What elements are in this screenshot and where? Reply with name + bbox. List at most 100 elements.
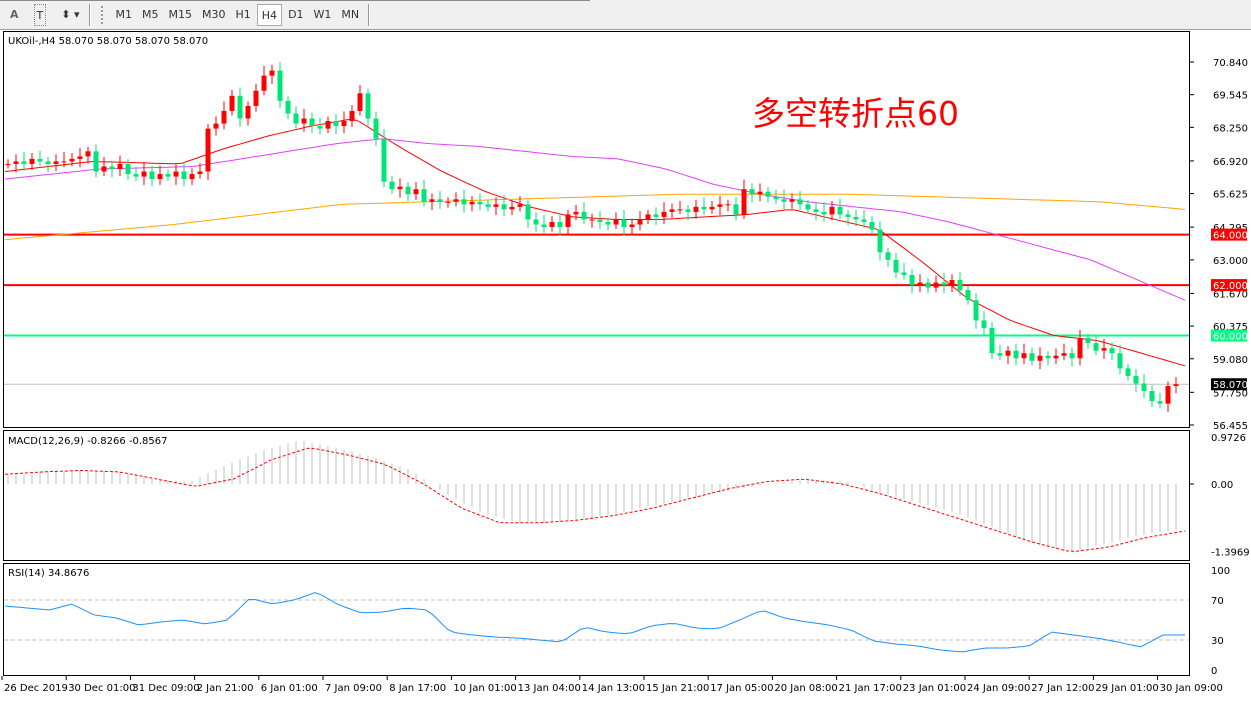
candle-body — [805, 204, 811, 210]
candle-body — [1021, 353, 1027, 359]
toolbar-grip[interactable] — [100, 5, 105, 24]
timeframe-h4[interactable]: H4 — [256, 3, 283, 26]
candle-body — [517, 204, 523, 207]
candle-body — [1109, 348, 1115, 354]
timeframe-mn[interactable]: MN — [341, 7, 360, 21]
rsi-label: RSI(14) 34.8676 — [8, 568, 89, 579]
candle-body — [861, 219, 867, 222]
candle-body — [973, 300, 979, 321]
candle-body — [325, 121, 331, 129]
date-label: 24 Jan 09:00 — [967, 683, 1030, 694]
candle-body — [373, 118, 379, 139]
candle-body — [309, 118, 315, 127]
candle-body — [149, 171, 155, 180]
macd-tick-label: 0.00 — [1211, 480, 1233, 491]
timeframe-d1[interactable]: D1 — [288, 7, 304, 21]
candle-body — [293, 113, 299, 124]
timeframe-h1[interactable]: H1 — [235, 7, 251, 21]
candle-body — [773, 196, 779, 200]
candle-body — [413, 189, 419, 195]
date-label: 15 Jan 21:00 — [646, 683, 709, 694]
candle-body — [485, 204, 491, 207]
candle-body — [173, 171, 179, 177]
candle-body — [853, 216, 859, 220]
date-label: 31 Dec 09:00 — [132, 683, 199, 694]
candle-body — [213, 123, 219, 129]
rsi-tick-label: 70 — [1211, 596, 1224, 607]
arrows-icon[interactable]: ⬍ ▾ — [61, 7, 80, 21]
candle-body — [661, 211, 667, 217]
candle-body — [533, 219, 539, 225]
price-tick-label: 65.625 — [1213, 190, 1248, 201]
candle-body — [1069, 353, 1075, 359]
candle-body — [901, 272, 907, 275]
price-badge — [1211, 228, 1247, 241]
timeframe-m15[interactable]: M15 — [168, 7, 193, 21]
candle-body — [301, 118, 307, 124]
macd-pane-frame — [3, 430, 1190, 561]
candle-body — [549, 221, 555, 228]
candle-body — [157, 174, 163, 180]
candle-body — [205, 128, 211, 172]
macd-tick-label: -1.3969 — [1211, 548, 1250, 559]
candle-body — [885, 252, 891, 260]
candle-body — [709, 206, 715, 210]
price-badge-label: 60.000 — [1213, 332, 1248, 343]
timeframe-m1[interactable]: M1 — [115, 7, 133, 21]
price-badge-label: 62.000 — [1213, 281, 1248, 292]
rsi-tick-label: 100 — [1211, 566, 1230, 577]
candle-body — [189, 174, 195, 180]
text-label-icon[interactable]: T — [33, 3, 47, 26]
candle-body — [493, 204, 499, 207]
candle-body — [397, 186, 403, 190]
candle-body — [629, 224, 635, 228]
candle-body — [589, 219, 595, 221]
date-label: 10 Jan 01:00 — [453, 683, 516, 694]
date-label: 8 Jan 17:00 — [389, 683, 446, 694]
candle-body — [5, 163, 11, 165]
date-label: 13 Jan 04:00 — [518, 683, 581, 694]
candle-body — [941, 282, 947, 286]
candle-body — [429, 199, 435, 202]
candle-body — [53, 161, 59, 164]
price-tick-label: 70.840 — [1213, 58, 1248, 69]
candle-body — [381, 138, 387, 182]
arrows-glyph: ⬍ — [61, 7, 71, 21]
macd-tick-label: 0.9726 — [1211, 433, 1246, 444]
moving-average-line — [4, 138, 1186, 301]
candle-body — [341, 121, 347, 127]
candle-body — [813, 209, 819, 212]
candle-body — [317, 126, 323, 129]
candle-body — [117, 163, 123, 169]
candle-body — [461, 199, 467, 205]
candle-body — [1085, 338, 1091, 344]
candle-body — [1013, 350, 1019, 359]
date-label: 14 Jan 13:00 — [582, 683, 645, 694]
chart-window[interactable]: 70.84069.54568.25066.92065.62564.29563.0… — [0, 30, 1251, 701]
candle-body — [653, 214, 659, 217]
axes: 70.84069.54568.25066.92065.62564.29563.0… — [1, 58, 1250, 694]
timeframe-w1[interactable]: W1 — [313, 7, 332, 21]
date-label: 2 Jan 21:00 — [197, 683, 254, 694]
rsi-pane-frame — [3, 563, 1190, 676]
main-pane-frame — [3, 31, 1190, 428]
candle-body — [789, 199, 795, 202]
candle-body — [685, 209, 691, 212]
candle-body — [925, 282, 931, 288]
candle-body — [277, 70, 283, 101]
candle-body — [645, 214, 651, 220]
text-icon[interactable]: A — [10, 7, 19, 21]
timeframe-m5[interactable]: M5 — [142, 7, 159, 21]
candle-body — [77, 156, 83, 159]
timeframe-m30[interactable]: M30 — [202, 7, 226, 21]
date-label: 23 Jan 01:00 — [903, 683, 966, 694]
candle-body — [621, 219, 627, 228]
candle-body — [677, 209, 683, 211]
candle-body — [501, 204, 507, 210]
candle-body — [893, 259, 899, 273]
candle-body — [733, 204, 739, 215]
candle-body — [165, 174, 171, 177]
candle-body — [1029, 353, 1035, 361]
candle-body — [141, 171, 147, 177]
candle-body — [125, 163, 131, 175]
